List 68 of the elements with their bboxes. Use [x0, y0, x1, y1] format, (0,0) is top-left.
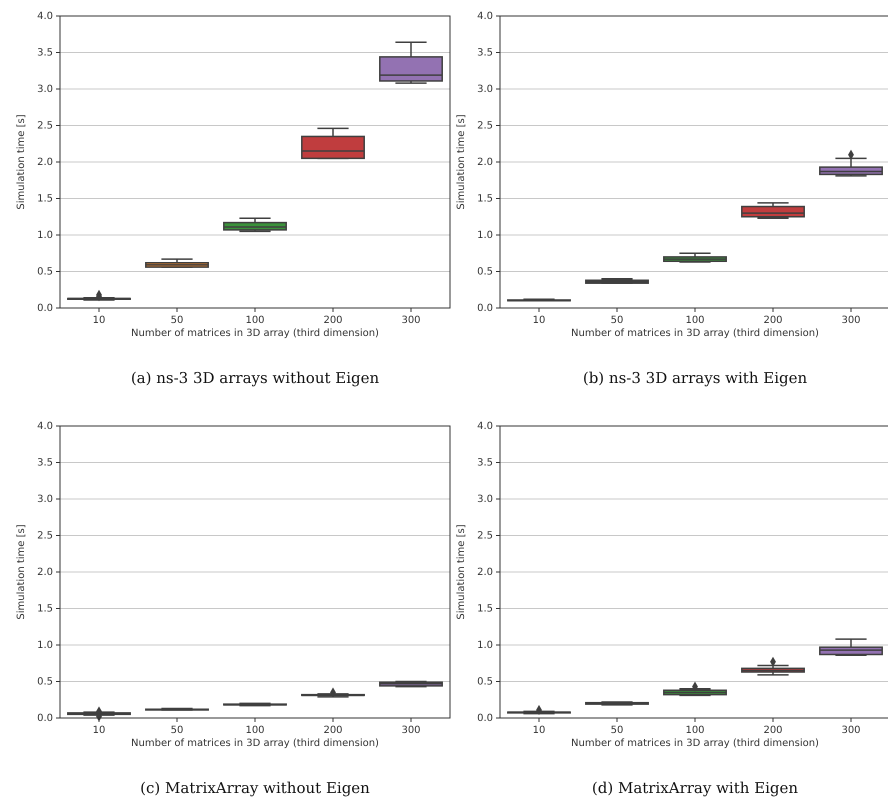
- text: (c) MatrixArray without Eigen: [140, 779, 370, 797]
- x-tick-label: 200: [763, 315, 783, 326]
- y-tick-label: 0.0: [37, 303, 53, 314]
- y-tick-label: 0.0: [37, 713, 53, 724]
- x-tick-label: 100: [685, 725, 705, 736]
- y-tick-label: 3.0: [477, 494, 493, 506]
- y-axis-title: Simulation time [s]: [16, 114, 27, 210]
- x-tick-label: 50: [610, 315, 624, 326]
- y-tick-label: 1.5: [37, 194, 53, 205]
- x-tick-label: 10: [532, 725, 546, 736]
- x-tick-label: 100: [685, 315, 705, 326]
- y-tick-label: 4.0: [477, 421, 493, 432]
- y-axis-title: Simulation time [s]: [456, 524, 467, 620]
- y-axis-title: Simulation time [s]: [456, 114, 467, 210]
- x-tick-label: 10: [92, 315, 106, 326]
- x-axis-title: Number of matrices in 3D array (third dimension): [571, 328, 820, 339]
- y-tick-label: 2.5: [477, 120, 493, 132]
- x-tick-label: 50: [170, 725, 184, 736]
- y-tick-label: 0.5: [37, 676, 53, 688]
- x-tick-label: 200: [323, 315, 343, 326]
- y-tick-label: 0.5: [477, 676, 493, 688]
- y-tick-label: 3.0: [477, 84, 493, 96]
- y-tick-label: 2.5: [37, 530, 53, 542]
- x-tick-label: 10: [92, 725, 106, 736]
- x-tick-label: 200: [323, 725, 343, 736]
- y-tick-label: 2.0: [37, 567, 53, 578]
- y-tick-label: 0.0: [477, 713, 493, 724]
- y-tick-label: 3.0: [37, 494, 53, 506]
- y-tick-label: 1.0: [37, 640, 53, 652]
- x-tick-label: 10: [532, 315, 546, 326]
- x-axis-title: Number of matrices in 3D array (third dimension): [571, 738, 820, 749]
- x-axis-title: Number of matrices in 3D array (third dimension): [131, 328, 380, 339]
- text: (d) MatrixArray with Eigen: [592, 779, 798, 797]
- x-tick-label: 200: [763, 725, 783, 736]
- y-tick-label: 4.0: [477, 11, 493, 22]
- text: (a) ns-3 3D arrays without Eigen: [130, 369, 380, 387]
- x-tick-label: 300: [841, 315, 861, 326]
- x-tick-label: 50: [610, 725, 624, 736]
- x-tick-label: 100: [245, 725, 265, 736]
- y-tick-label: 3.0: [37, 84, 53, 96]
- y-axis-title: Simulation time [s]: [16, 524, 27, 620]
- y-tick-label: 1.5: [37, 604, 53, 615]
- y-tick-label: 4.0: [37, 421, 53, 432]
- y-tick-label: 0.5: [477, 266, 493, 278]
- x-tick-label: 300: [401, 315, 421, 326]
- y-tick-label: 0.5: [37, 266, 53, 278]
- y-tick-label: 2.0: [37, 157, 53, 168]
- text: (b) ns-3 3D arrays with Eigen: [582, 369, 808, 387]
- y-tick-label: 0.0: [477, 303, 493, 314]
- y-tick-label: 2.0: [477, 157, 493, 168]
- y-tick-label: 4.0: [37, 11, 53, 22]
- y-tick-label: 1.0: [477, 230, 493, 242]
- y-tick-label: 3.5: [477, 458, 493, 469]
- y-tick-label: 1.0: [37, 230, 53, 242]
- y-tick-label: 1.5: [477, 194, 493, 205]
- y-tick-label: 3.5: [477, 48, 493, 59]
- y-tick-label: 1.0: [477, 640, 493, 652]
- y-tick-label: 3.5: [37, 458, 53, 469]
- x-tick-label: 300: [401, 725, 421, 736]
- x-tick-label: 50: [170, 315, 184, 326]
- x-tick-label: 300: [841, 725, 861, 736]
- x-tick-label: 100: [245, 315, 265, 326]
- y-tick-label: 1.5: [477, 604, 493, 615]
- y-tick-label: 2.5: [37, 120, 53, 132]
- x-axis-title: Number of matrices in 3D array (third dimension): [131, 738, 380, 749]
- y-tick-label: 3.5: [37, 48, 53, 59]
- y-tick-label: 2.0: [477, 567, 493, 578]
- y-tick-label: 2.5: [477, 530, 493, 542]
